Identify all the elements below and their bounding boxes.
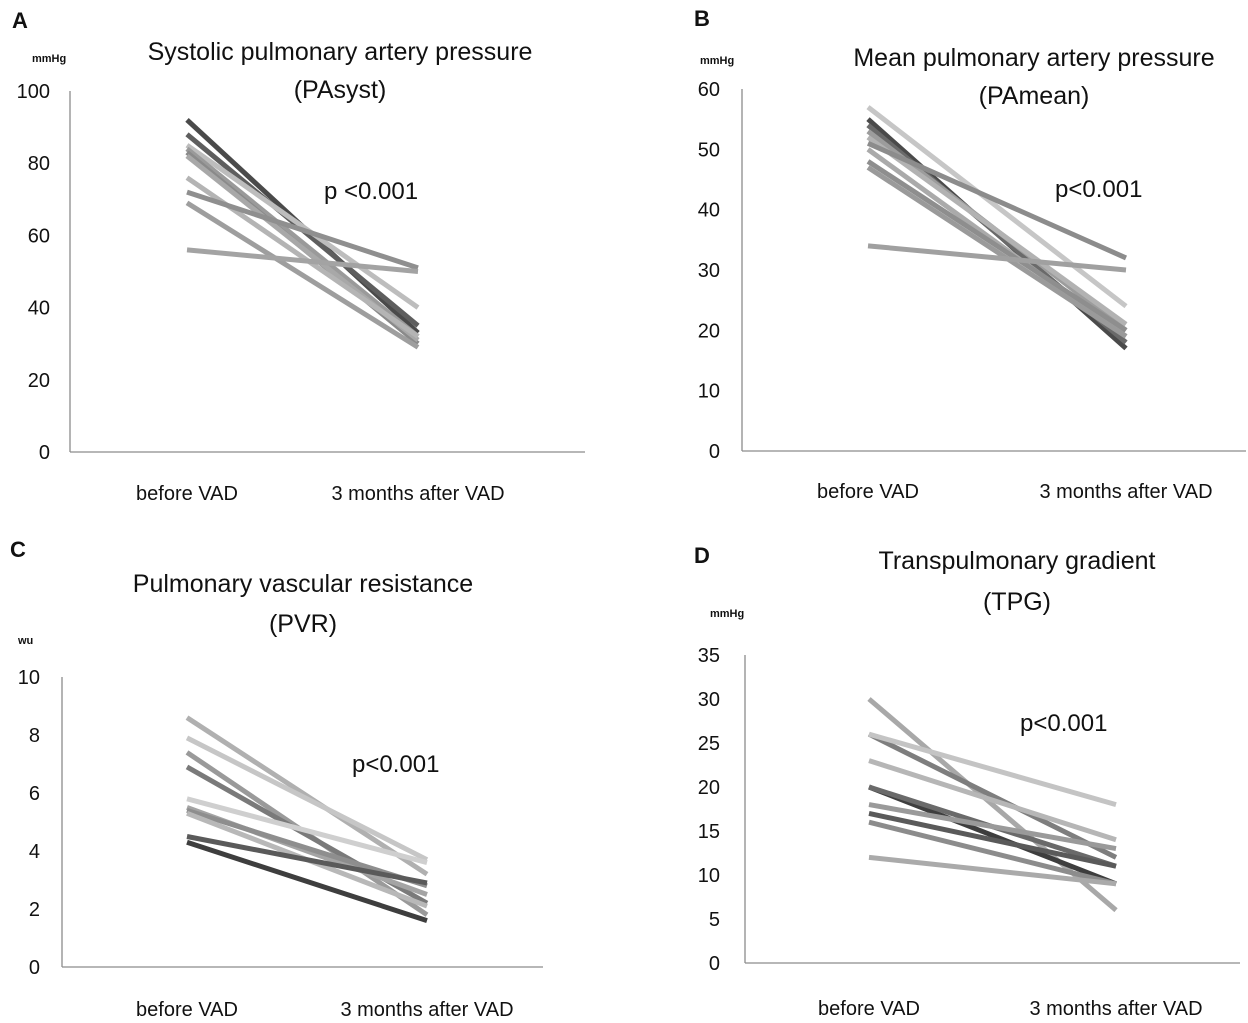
panel-c-unit-label: wu — [17, 635, 33, 647]
panel-c-series-line — [186, 834, 428, 886]
panel-d-letter: D — [694, 543, 710, 568]
panel-c-y-tick-label: 10 — [18, 667, 40, 689]
panel-d-y-tick-label: 5 — [709, 909, 720, 931]
panel-b-series-line — [867, 243, 1127, 273]
panel-d-series-line — [868, 854, 1117, 887]
panel-c-series-line — [186, 796, 428, 866]
panel-a-title-line-1: Systolic pulmonary artery pressure — [148, 38, 533, 66]
panel-b-series-line — [866, 135, 1128, 327]
panel-c-x-category-label: before VAD — [136, 999, 238, 1021]
panel-b-y-tick-label: 10 — [698, 381, 720, 403]
panel-a: A Systolic pulmonary artery pressure (PA… — [12, 8, 585, 505]
panel-a-series-line — [185, 143, 420, 310]
panel-d-x-category-label: 3 months after VAD — [1029, 998, 1202, 1020]
panel-a-series-line — [185, 200, 420, 350]
panel-d-y-tick-label: 15 — [698, 821, 720, 843]
panel-d-y-tick-label: 35 — [698, 645, 720, 667]
panel-d-y-tick-label: 0 — [709, 953, 720, 975]
panel-c-x-category-label: 3 months after VAD — [340, 999, 513, 1021]
panel-c-p-value: p<0.001 — [352, 751, 439, 778]
panel-b-unit-label: mmHg — [700, 55, 734, 67]
panel-a-series-line — [186, 247, 419, 274]
panel-a-letter: A — [12, 8, 28, 33]
panel-d-series-line — [868, 810, 1117, 869]
panel-b-p-value: p<0.001 — [1055, 176, 1142, 203]
panel-d-series-line — [868, 731, 1117, 808]
panel-c-series-line — [185, 735, 429, 862]
panel-d-unit-label: mmHg — [710, 608, 744, 620]
panel-c-title-line-2: (PVR) — [269, 610, 337, 638]
panel-b-y-tick-label: 40 — [698, 200, 720, 222]
panel-c: C Pulmonary vascular resistance (PVR) wu… — [10, 537, 543, 1021]
panel-d-y-tick-label: 30 — [698, 689, 720, 711]
panel-b-y-tick-label: 60 — [698, 79, 720, 101]
panel-c-y-tick-label: 6 — [29, 783, 40, 805]
panel-b-series-line — [866, 165, 1128, 339]
panel-b: B Mean pulmonary artery pressure (PAmean… — [694, 6, 1246, 503]
panel-a-x-category-label: before VAD — [136, 483, 238, 505]
panel-b-y-tick-label: 0 — [709, 441, 720, 463]
panel-d: D Transpulmonary gradient (TPG) mmHg 353… — [694, 543, 1240, 1020]
panel-d-series-line — [868, 758, 1117, 843]
panel-b-y-tick-label: 20 — [698, 320, 720, 342]
panel-c-letter: C — [10, 537, 26, 562]
panel-a-p-value: p <0.001 — [324, 178, 418, 205]
panel-d-y-tick-label: 10 — [698, 865, 720, 887]
panel-a-x-category-label: 3 months after VAD — [331, 483, 504, 505]
panel-d-p-value: p<0.001 — [1020, 710, 1107, 737]
panel-b-title-line-2: (PAmean) — [979, 82, 1090, 110]
panel-b-series-line — [866, 159, 1128, 333]
panel-d-x-category-label: before VAD — [818, 998, 920, 1020]
panel-b-letter: B — [694, 6, 710, 31]
panel-a-series-line — [186, 189, 419, 271]
panel-d-series-line — [868, 802, 1117, 852]
panel-c-title-line-1: Pulmonary vascular resistance — [133, 570, 473, 598]
panel-b-y-tick-label: 50 — [698, 139, 720, 161]
panel-d-title-line-1: Transpulmonary gradient — [879, 547, 1156, 575]
panel-d-y-tick-label: 20 — [698, 777, 720, 799]
panel-d-plot: 35 30 25 20 15 10 5 0 before VAD 3 months after V… — [698, 645, 1240, 1020]
panel-c-y-tick-label: 8 — [29, 725, 40, 747]
panel-a-y-tick-label: 100 — [17, 81, 50, 103]
panel-b-series-line — [866, 141, 1128, 261]
panel-a-y-tick-label: 60 — [28, 225, 50, 247]
panel-b-x-category-label: before VAD — [817, 481, 919, 503]
panel-a-y-tick-label: 40 — [28, 298, 50, 320]
panel-c-y-tick-label: 4 — [29, 841, 40, 863]
panel-a-unit-label: mmHg — [32, 53, 66, 65]
panel-a-y-tick-label: 20 — [28, 370, 50, 392]
panel-d-series-line — [867, 731, 1118, 860]
panel-d-title-line-2: (TPG) — [983, 588, 1051, 616]
panel-b-series-line — [866, 147, 1128, 339]
panel-c-series-line — [186, 839, 428, 923]
panel-a-series-line — [185, 146, 420, 339]
panel-a-title-line-2: (PAsyst) — [294, 76, 387, 104]
panel-c-plot: 10 8 6 4 2 0 before VAD 3 months after VAD — [18, 667, 543, 1021]
panel-c-series-line — [185, 715, 429, 877]
panel-c-y-tick-label: 2 — [29, 899, 40, 921]
panel-a-y-tick-label: 0 — [39, 442, 50, 464]
panel-d-series-line — [868, 784, 1117, 887]
panel-b-plot: 60 50 40 30 20 10 0 before VAD 3 months after VA… — [698, 79, 1246, 503]
panel-d-y-tick-label: 25 — [698, 733, 720, 755]
panel-d-series-line — [868, 819, 1117, 887]
panel-b-y-tick-label: 30 — [698, 260, 720, 282]
panel-c-y-tick-label: 0 — [29, 957, 40, 979]
panel-a-plot: 100 80 60 40 20 0 before VAD 3 months after VAD — [17, 81, 585, 505]
panel-b-x-category-label: 3 months after VAD — [1039, 481, 1212, 503]
panel-b-title-line-1: Mean pulmonary artery pressure — [853, 44, 1214, 72]
panel-b-series-line — [866, 105, 1128, 309]
panel-a-y-tick-label: 80 — [28, 153, 50, 175]
